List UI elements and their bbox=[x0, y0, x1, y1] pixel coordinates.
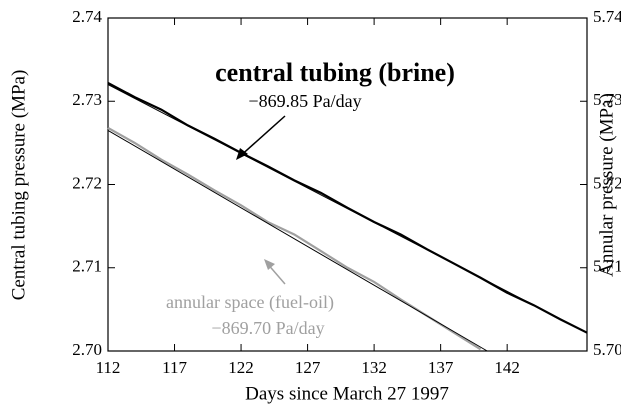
annotation: −869.70 Pa/day bbox=[211, 318, 324, 338]
annotation: −869.85 Pa/day bbox=[248, 91, 361, 111]
x-tick-label: 127 bbox=[295, 358, 321, 377]
fit-line bbox=[107, 84, 588, 334]
x-tick-label: 112 bbox=[96, 358, 121, 377]
x-tick-label: 132 bbox=[361, 358, 387, 377]
y-axis-label: Central tubing pressure (MPa) bbox=[8, 70, 29, 301]
x-tick-label: 142 bbox=[494, 358, 520, 377]
y2-tick-label: 5.735 bbox=[593, 90, 621, 109]
y-tick-label: 2.74 bbox=[72, 7, 102, 26]
y-tick-label: 2.73 bbox=[72, 90, 102, 109]
y2-tick-label: 5.715 bbox=[593, 257, 621, 276]
y2-tick-label: 5.725 bbox=[593, 173, 621, 192]
x-axis-label: Days since March 27 1997 bbox=[245, 383, 449, 404]
fit-line bbox=[107, 129, 488, 352]
y-tick-label: 2.72 bbox=[72, 173, 102, 192]
annotation: annular space (fuel-oil) bbox=[166, 292, 334, 313]
x-tick-label: 137 bbox=[428, 358, 454, 377]
arrow bbox=[237, 115, 286, 159]
y-tick-label: 2.70 bbox=[72, 340, 102, 359]
x-tick-label: 117 bbox=[162, 358, 187, 377]
arrow-head bbox=[264, 259, 275, 270]
y2-tick-label: 5.705 bbox=[593, 340, 621, 359]
annotation: central tubing (brine) bbox=[215, 58, 455, 87]
y2-axis-label: Annular pressure (MPa) bbox=[596, 93, 617, 277]
x-tick-label: 122 bbox=[228, 358, 254, 377]
y2-tick-label: 5.745 bbox=[593, 7, 621, 26]
y-tick-label: 2.71 bbox=[72, 257, 102, 276]
